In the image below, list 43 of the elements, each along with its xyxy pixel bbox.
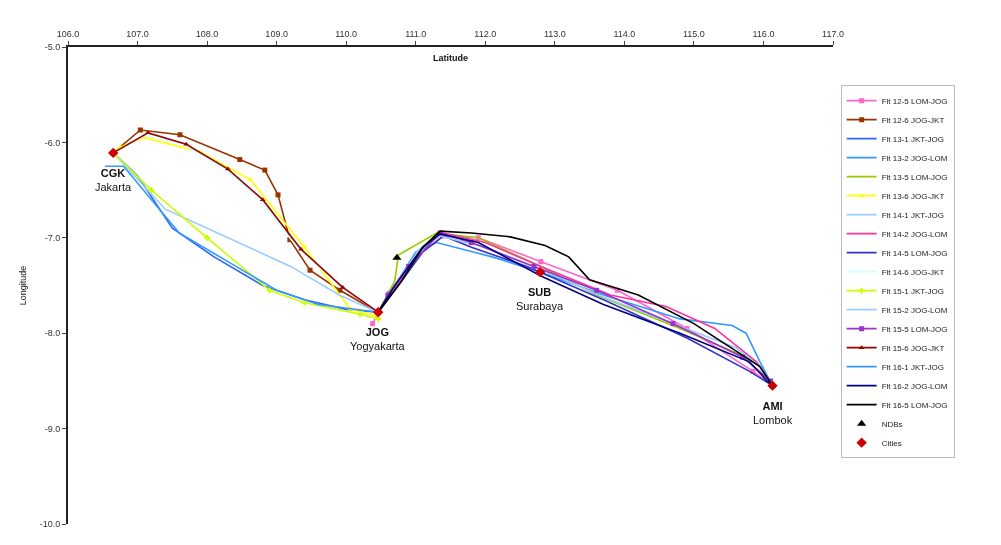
x-tick-label: 107.0	[126, 29, 149, 40]
legend-label: Flt 13-6 JOG-JKT	[881, 191, 945, 201]
x-tick-label: 115.0	[682, 29, 705, 40]
legend-label: Flt 14-1 JKT-JOG	[881, 210, 944, 220]
legend-label: Flt 14-5 LOM-JOG	[881, 248, 948, 258]
x-tick-label: 114.0	[613, 29, 636, 40]
legend-label: Flt 14-6 JOG-JKT	[881, 267, 945, 277]
x-tick-label: 116.0	[752, 29, 775, 40]
x-tick-label: 117.0	[822, 29, 844, 40]
y-tick-label: -7.0	[44, 232, 61, 243]
legend-label: Flt 16-1 JKT-JOG	[881, 362, 944, 372]
legend-label: Flt 14-2 JOG-LOM	[881, 229, 948, 239]
annotation: CGK Jakarta	[95, 167, 132, 194]
legend-label: Flt 16-2 JOG-LOM	[881, 381, 948, 391]
y-tick-label: -6.0	[44, 137, 61, 148]
legend-label: Flt 15-2 JOG-LOM	[881, 305, 948, 315]
x-tick-label: 108.0	[195, 29, 219, 40]
y-tick-label: -5.0	[44, 42, 61, 53]
legend-label: Flt 15-5 LOM-JOG	[881, 324, 948, 334]
legend-label: Flt 12-6 JOG-JKT	[881, 115, 945, 125]
legend-label: Cities	[881, 438, 902, 448]
y-axis-title: Longitude	[17, 265, 28, 306]
x-tick-label: 109.0	[265, 29, 288, 40]
legend-label: Flt 13-1 JKT-JOG	[881, 134, 944, 144]
legend-label: Flt 16-5 LOM-JOG	[881, 400, 948, 410]
y-tick-label: -8.0	[44, 328, 61, 339]
y-tick-label: -10.0	[39, 519, 61, 530]
legend-label: Flt 12-5 LOM-JOG	[881, 96, 948, 106]
legend-label: Flt 13-5 LOM-JOG	[881, 172, 948, 182]
x-axis-title: Latitude	[433, 53, 468, 63]
x-tick-label: 113.0	[543, 29, 566, 40]
x-tick-label: 110.0	[335, 29, 358, 40]
legend-label: Flt 13-2 JOG-LOM	[881, 153, 948, 163]
x-tick-label: 112.0	[474, 29, 497, 40]
annotation: JOG Yogyakarta	[350, 326, 406, 353]
x-tick-label: 111.0	[405, 29, 427, 40]
annotation: AMI Lombok	[753, 400, 793, 427]
x-tick-label: 106.0	[56, 29, 80, 40]
legend-label: Flt 15-6 JOG-JKT	[881, 343, 945, 353]
legend-label: NDBs	[881, 419, 903, 429]
legend-label: Flt 15-1 JKT-JOG	[881, 286, 944, 296]
annotation: SUB Surabaya	[516, 286, 564, 313]
y-tick-label: -9.0	[44, 423, 61, 434]
